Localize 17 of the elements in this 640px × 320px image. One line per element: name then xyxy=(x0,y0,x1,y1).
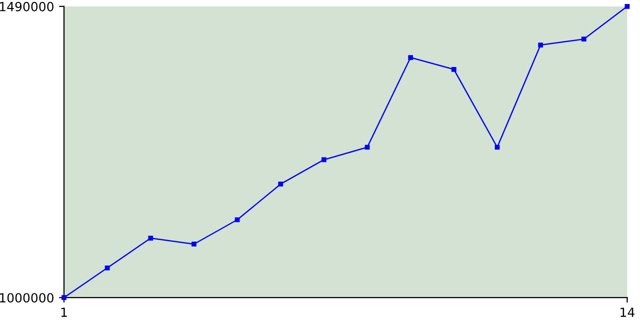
point xyxy=(234,217,240,222)
y-tick-label: 1000000 xyxy=(0,293,54,303)
point xyxy=(581,36,586,42)
point xyxy=(278,182,284,187)
point xyxy=(322,157,326,162)
point xyxy=(494,144,500,150)
point xyxy=(148,236,154,241)
point xyxy=(408,55,414,60)
point xyxy=(192,242,196,247)
point xyxy=(104,265,110,270)
point xyxy=(624,4,630,9)
x-tick-label: 1 xyxy=(61,308,67,317)
x-tick-label: 14 xyxy=(620,308,634,317)
point xyxy=(538,42,543,48)
y-tick-label: 1490000 xyxy=(0,2,54,12)
point xyxy=(364,144,370,150)
point xyxy=(451,66,456,72)
